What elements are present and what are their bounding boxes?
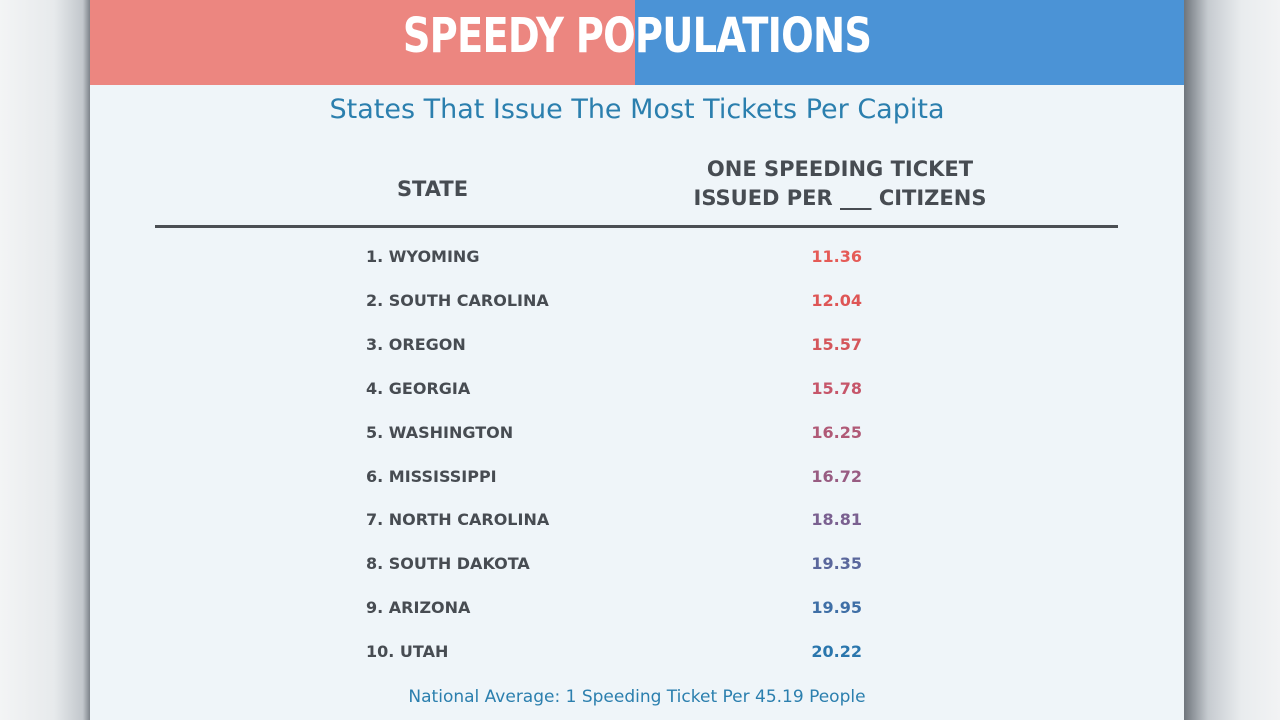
table-row: 5. WASHINGTON 16.25 [90,418,1184,448]
tickets-per-citizens-value: 15.57 [811,334,862,354]
table-row: 7. NORTH CAROLINA 18.81 [90,505,1184,535]
table-row: 1. WYOMING 11.36 [90,242,1184,272]
state-label: 7. NORTH CAROLINA [366,510,550,530]
tickets-per-citizens-value: 19.95 [811,598,862,618]
table-row: 8. SOUTH DAKOTA 19.35 [90,549,1184,579]
tickets-per-citizens-value: 16.25 [811,422,862,442]
national-average-note: National Average: 1 Speeding Ticket Per … [408,687,866,707]
table-row: 2. SOUTH CAROLINA 12.04 [90,286,1184,316]
tickets-per-citizens-value: 20.22 [811,642,862,662]
banner-right-block [635,0,1184,85]
table-row: 9. ARIZONA 19.95 [90,593,1184,623]
column-header-state: STATE [396,177,469,201]
tickets-per-citizens-value: 19.35 [811,554,862,574]
table-row: 3. OREGON 15.57 [90,330,1184,360]
column-header-tickets: ONE SPEEDING TICKET ISSUED PER ___ CITIZE… [693,157,987,210]
tickets-per-citizens-value: 15.78 [811,378,862,398]
infographic-card: SPEEDY POPULATIONS States That Issue The… [90,0,1184,720]
state-label: 8. SOUTH DAKOTA [366,554,530,574]
state-label: 3. OREGON [366,334,466,354]
chart-title: States That Issue The Most Tickets Per C… [329,94,945,125]
state-label: 10. UTAH [366,642,449,662]
state-label: 1. WYOMING [366,247,480,266]
table-row: 6. MISSISSIPPI 16.72 [90,462,1184,492]
banner-title: SPEEDY POPULATIONS [402,8,872,64]
tickets-per-citizens-value: 16.72 [811,466,862,486]
table-row: 4. GEORGIA 15.78 [90,374,1184,404]
background-left-blur [0,0,90,720]
header-divider [155,225,1118,228]
state-label: 9. ARIZONA [366,598,471,618]
tickets-per-citizens-value: 18.81 [811,510,862,530]
state-label: 2. SOUTH CAROLINA [366,290,549,310]
state-label: 4. GEORGIA [366,378,471,398]
title-banner [90,0,1184,85]
banner-left-block [90,0,635,85]
tickets-per-citizens-value: 11.36 [811,247,862,266]
state-label: 6. MISSISSIPPI [366,466,497,486]
tickets-per-citizens-value: 12.04 [811,290,862,310]
state-label: 5. WASHINGTON [366,422,514,442]
table-row: 10. UTAH 20.22 [90,637,1184,667]
background-right-blur [1184,0,1280,720]
